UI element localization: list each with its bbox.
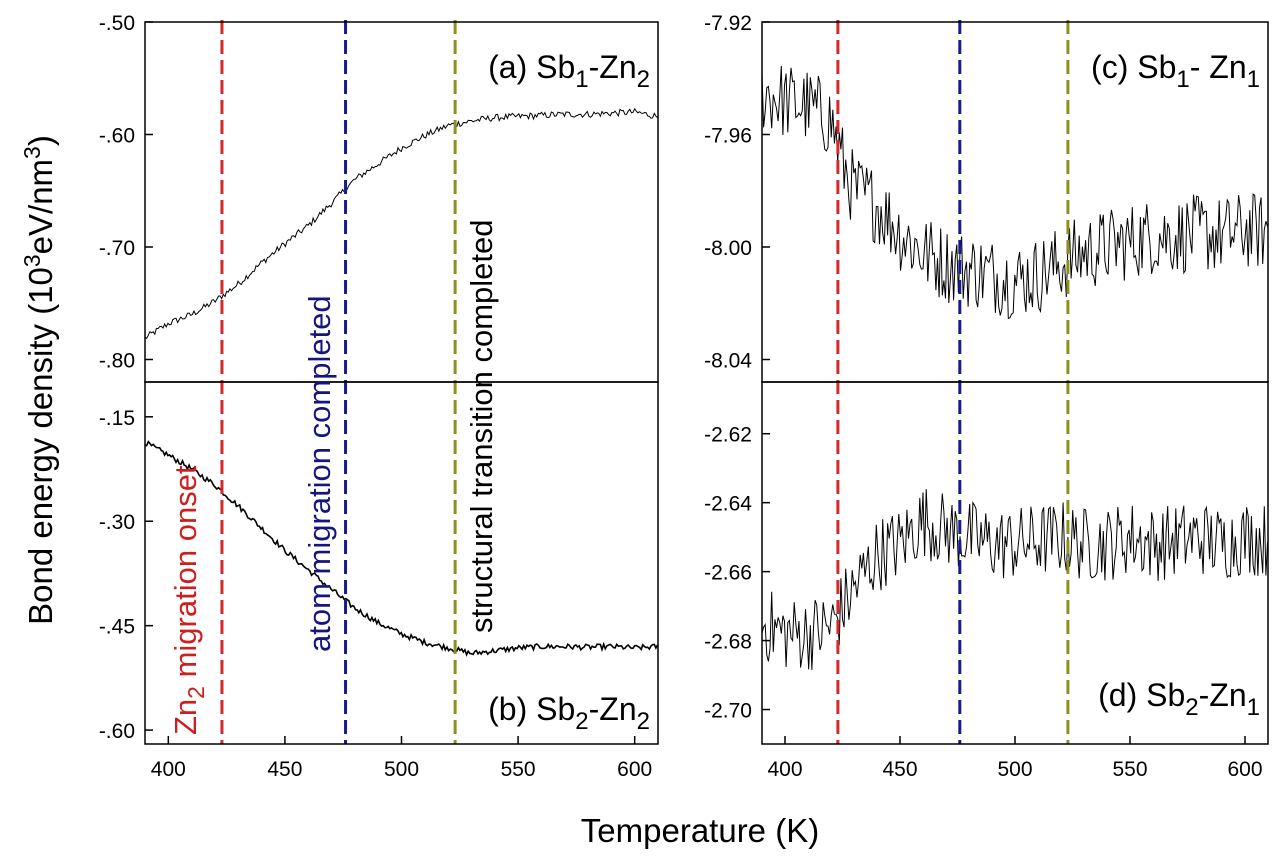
frame-b <box>144 381 659 745</box>
annotation-structural-transition-completed: structural transition completed <box>464 219 499 633</box>
panels: -.80-.70-.60-.50(a) Sb1-Zn2-.60-.45-.30-… <box>99 12 1268 781</box>
panel-label-b: (b) Sb2-Zn2 <box>488 691 650 735</box>
x-tick-label-d: 400 <box>767 758 802 781</box>
y-tick-label-b: -.45 <box>99 616 135 639</box>
y-axis-title: Bond energy density (103eV/nm3) <box>19 135 59 625</box>
x-tick-label-b: 550 <box>501 758 536 781</box>
y-tick-label-d: -2.68 <box>704 631 752 654</box>
y-tick-label-c: -7.96 <box>704 125 752 148</box>
series-line-a <box>144 107 658 340</box>
x-tick-label-b: 500 <box>384 758 419 781</box>
series-line-c <box>761 65 1268 320</box>
annotation-atom-migration-completed: atom migration completed <box>302 295 337 652</box>
panel-label-d: (d) Sb2-Zn1 <box>1098 677 1260 721</box>
frame-d <box>761 381 1269 745</box>
x-tick-label-d: 450 <box>882 758 917 781</box>
y-tick-label-c: -7.92 <box>704 12 752 35</box>
panel-b: -.60 -.45 -.30 -.15 400 450 500 550 600 (b) Sb2-Z… <box>99 407 659 781</box>
x-tick-label-b: 600 <box>617 758 652 781</box>
y-tick-label-a: -.60 <box>99 125 135 148</box>
y-tick-label-b: -.60 <box>99 720 135 743</box>
x-tick-label-b: 400 <box>151 758 186 781</box>
y-tick-label-d: -2.64 <box>704 493 752 516</box>
panel-label-c: (c) Sb1- Zn1 <box>1091 49 1260 93</box>
panel-frames <box>144 21 1269 745</box>
y-tick-label-a: -.70 <box>99 237 135 260</box>
panel-label-a: (a) Sb1-Zn2 <box>488 49 650 93</box>
x-tick-label-d: 500 <box>997 758 1032 781</box>
x-tick-label-b: 450 <box>267 758 302 781</box>
y-tick-label-b: -.15 <box>99 407 135 430</box>
x-tick-label-d: 600 <box>1227 758 1262 781</box>
y-tick-label-c: -8.00 <box>704 237 752 260</box>
y-tick-label-d: -2.70 <box>704 700 752 723</box>
y-tick-label-c: -8.04 <box>704 350 752 373</box>
series-line-d <box>761 489 1268 670</box>
x-tick-label-d: 550 <box>1112 758 1147 781</box>
panel-d: -2.70 -2.68 -2.66 -2.64 -2.62 400 450 500 550 600… <box>704 424 1268 781</box>
panel-c: -8.04 -8.00 -7.96 -7.92 (c) Sb1- Zn1 <box>704 12 1268 373</box>
y-tick-label-d: -2.66 <box>704 562 752 585</box>
y-tick-label-b: -.30 <box>99 511 135 534</box>
y-tick-label-a: -.80 <box>99 350 135 373</box>
panel-a: -.80 -.70 -.60 -.50 (a) Sb1-Zn2 <box>99 12 658 373</box>
series-line-b <box>144 440 659 657</box>
x-axis-title: Temperature (K) <box>581 812 819 849</box>
y-tick-label-a: -.50 <box>99 12 135 35</box>
annotation-zn2-migration-onset: Zn2 migration onset <box>168 465 209 735</box>
y-tick-label-d: -2.62 <box>704 424 752 447</box>
